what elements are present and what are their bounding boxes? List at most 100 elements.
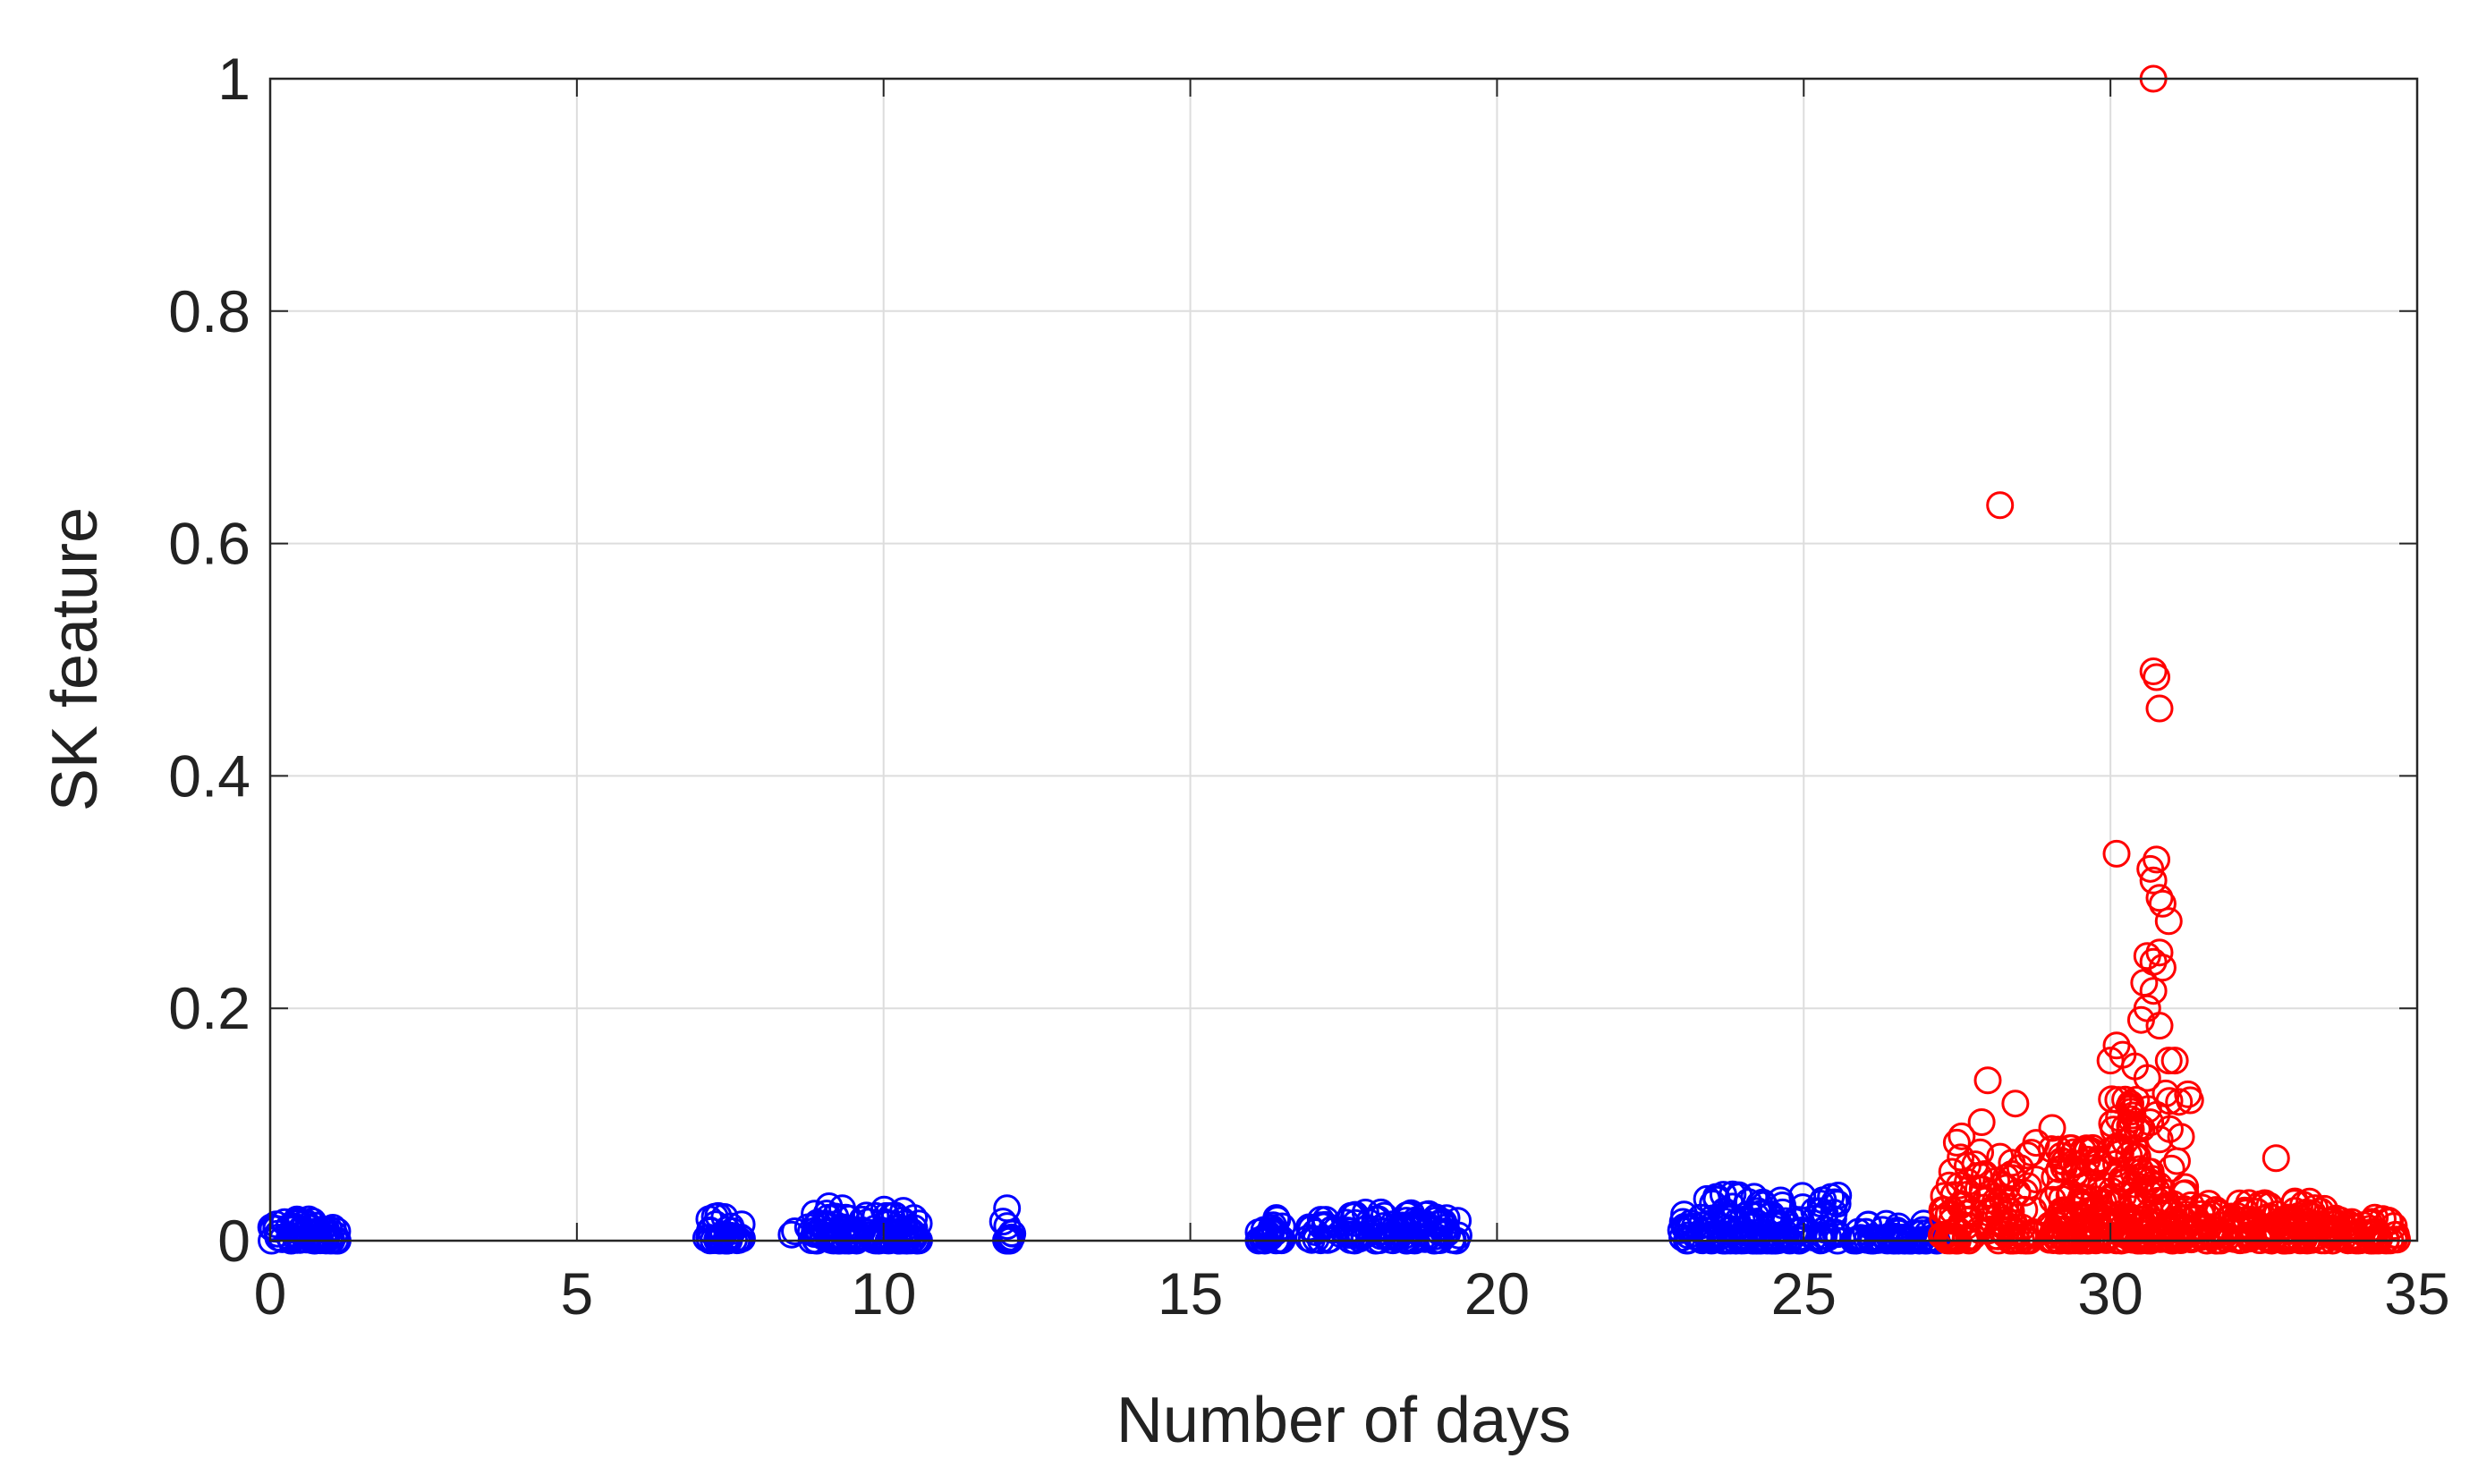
data-point	[2157, 1154, 2185, 1183]
data-point	[2106, 1139, 2134, 1167]
data-point	[1884, 1212, 1913, 1241]
x-tick-label: 15	[1158, 1260, 1223, 1327]
plot-frame	[268, 77, 2419, 1242]
data-point	[2153, 1191, 2182, 1220]
data-point	[2280, 1187, 2309, 1216]
data-point	[2111, 1085, 2140, 1114]
data-point	[2139, 866, 2168, 895]
data-point	[777, 1220, 806, 1249]
data-point	[2125, 1163, 2153, 1191]
data-point	[1302, 1225, 1330, 1253]
data-point	[1771, 1219, 1800, 1248]
data-point	[2139, 977, 2168, 1005]
data-point	[692, 1224, 720, 1252]
data-point	[854, 1221, 883, 1250]
data-point	[2117, 1189, 2146, 1217]
data-point	[2122, 1086, 2151, 1115]
x-axis-label: Number of days	[1116, 1385, 1571, 1456]
data-point	[1432, 1204, 1461, 1233]
data-point	[2001, 1090, 2030, 1118]
data-point	[701, 1210, 730, 1239]
data-point	[2174, 1080, 2202, 1108]
data-point	[844, 1224, 872, 1252]
data-point	[2145, 1012, 2174, 1040]
data-point	[2102, 839, 2131, 868]
data-point	[994, 1224, 1023, 1252]
x-tick-label: 0	[254, 1260, 287, 1327]
data-point	[812, 1209, 841, 1238]
x-tick-label: 25	[1771, 1260, 1837, 1327]
data-point	[2010, 1195, 2039, 1224]
data-point	[2154, 907, 2183, 936]
data-point	[1370, 1217, 1398, 1246]
data-point	[2160, 1047, 2189, 1075]
data-point	[2139, 657, 2168, 685]
data-point	[2167, 1123, 2195, 1151]
data-point	[993, 1194, 1022, 1223]
data-point	[1817, 1183, 1846, 1211]
data-point	[1972, 1186, 2000, 1215]
y-tick-label: 1	[217, 46, 250, 112]
data-point	[1702, 1183, 1730, 1211]
data-point	[1745, 1190, 1774, 1218]
data-point	[1938, 1158, 1966, 1186]
data-point	[870, 1195, 898, 1224]
data-point	[2038, 1114, 2066, 1142]
data-point	[2056, 1133, 2084, 1162]
data-point	[1975, 1180, 2004, 1208]
data-point	[1316, 1225, 1345, 1253]
data-point	[1974, 1199, 2003, 1227]
data-point	[1311, 1210, 1339, 1239]
data-point	[998, 1219, 1027, 1248]
data-point	[1967, 1108, 1996, 1137]
data-point	[1973, 1066, 2002, 1095]
data-point	[1805, 1223, 1834, 1251]
x-tick-label: 30	[2077, 1260, 2143, 1327]
data-point	[2143, 1193, 2172, 1222]
data-point	[1945, 1171, 1973, 1200]
data-point	[890, 1209, 919, 1238]
data-point	[809, 1222, 837, 1251]
data-point	[2211, 1221, 2239, 1250]
x-tick-label: 35	[2384, 1260, 2449, 1327]
data-point	[2143, 663, 2171, 691]
data-point	[1429, 1217, 1457, 1246]
grid-lines	[270, 79, 2417, 1241]
y-tick-label: 0.2	[168, 975, 250, 1041]
data-point	[2042, 1225, 2071, 1253]
axes	[268, 77, 2419, 1242]
data-point	[2145, 884, 2174, 912]
data-point	[2057, 1179, 2085, 1208]
y-tick-label: 0.8	[168, 278, 250, 344]
data-point	[301, 1211, 330, 1240]
data-point	[1386, 1211, 1414, 1240]
data-point	[1710, 1197, 1738, 1225]
data-point	[2145, 1217, 2174, 1245]
data-point	[2104, 1217, 2133, 1245]
data-point	[2148, 889, 2177, 918]
data-point	[2126, 1005, 2155, 1034]
data-point	[2145, 694, 2174, 723]
data-point	[2104, 1086, 2133, 1115]
data-point	[1942, 1128, 1971, 1157]
data-point	[2318, 1217, 2346, 1246]
data-point	[2136, 1108, 2165, 1137]
data-point	[1947, 1143, 1975, 1172]
plot-area-background	[270, 79, 2417, 1241]
data-point	[1956, 1205, 1984, 1234]
data-point	[1746, 1200, 1775, 1228]
data-point	[1771, 1207, 1800, 1235]
data-point	[2047, 1198, 2075, 1226]
data-point	[2069, 1172, 2098, 1200]
data-point	[2110, 1168, 2139, 1197]
data-point	[1848, 1224, 1877, 1252]
y-tick-label: 0	[217, 1208, 250, 1274]
x-tick-label: 10	[851, 1260, 916, 1327]
data-point	[1748, 1188, 1777, 1217]
data-point	[717, 1212, 745, 1241]
data-point	[1948, 1122, 1976, 1150]
data-point	[2003, 1178, 2032, 1207]
tick-labels: 0 5 10 15 20 25 30 35 0 0.2 0.4 0.6 0.8 1	[168, 46, 2449, 1327]
data-point	[1404, 1210, 1432, 1239]
